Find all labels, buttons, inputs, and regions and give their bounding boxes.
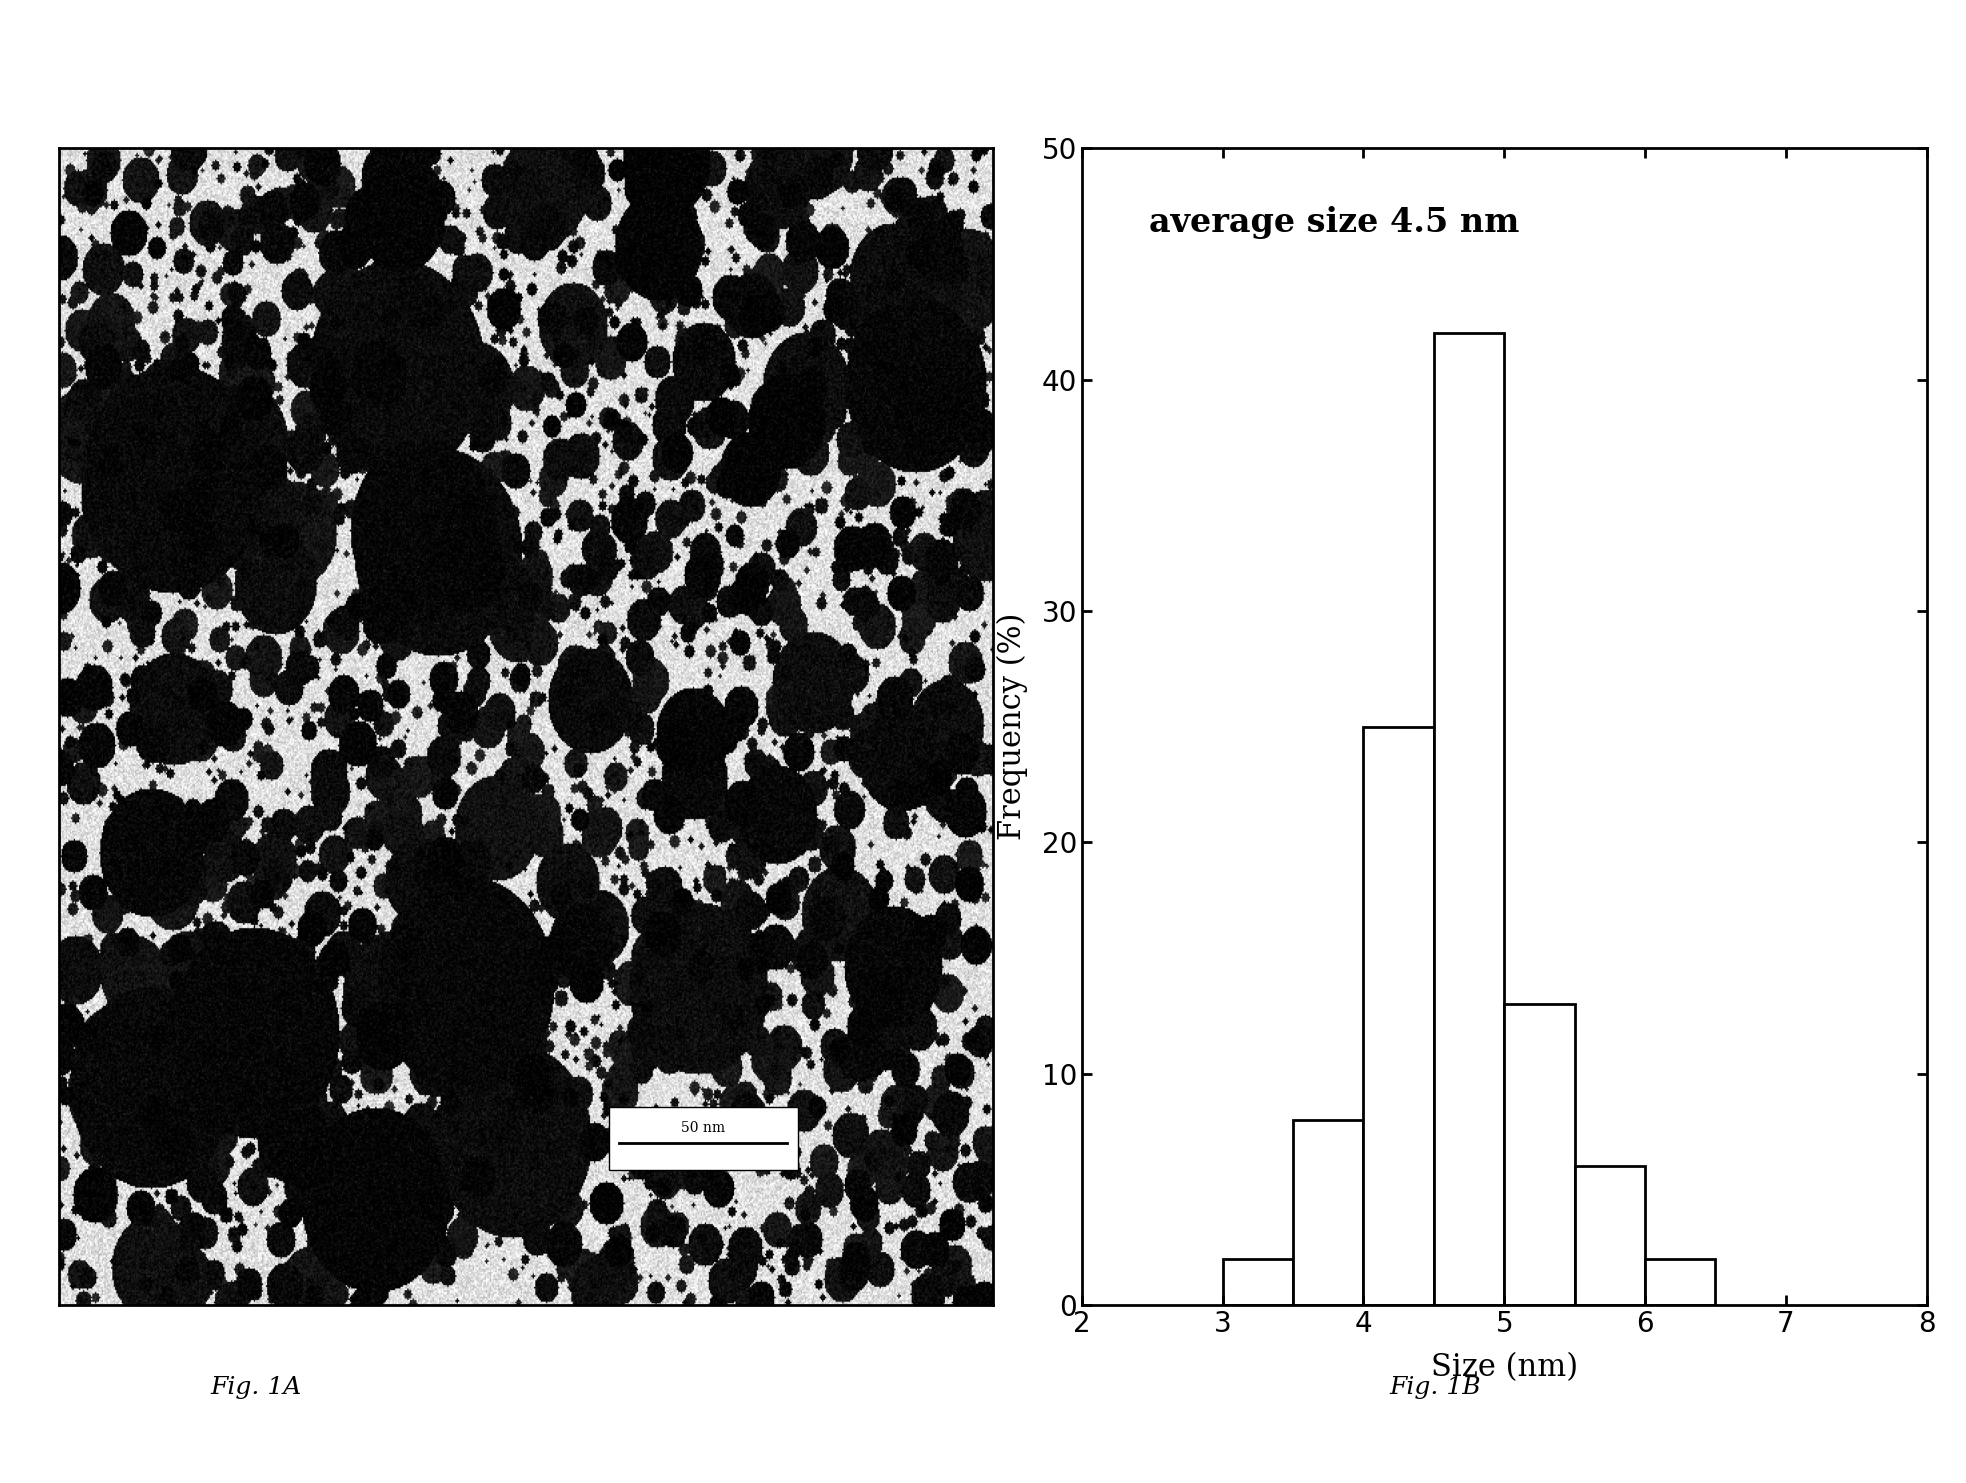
Y-axis label: Frequency (%): Frequency (%) xyxy=(997,612,1028,841)
Bar xyxy=(1575,1166,1646,1305)
Bar xyxy=(609,1106,798,1170)
Bar xyxy=(1646,1259,1716,1305)
Bar xyxy=(1433,334,1504,1305)
Bar xyxy=(1362,727,1433,1305)
Text: average size 4.5 nm: average size 4.5 nm xyxy=(1150,206,1520,239)
Text: Fig. 1A: Fig. 1A xyxy=(210,1376,301,1398)
Bar xyxy=(1504,1004,1575,1305)
Bar xyxy=(1294,1120,1362,1305)
X-axis label: Size (nm): Size (nm) xyxy=(1431,1352,1579,1382)
Bar xyxy=(1223,1259,1294,1305)
Text: Fig. 1B: Fig. 1B xyxy=(1390,1376,1480,1398)
Text: 50 nm: 50 nm xyxy=(682,1121,725,1134)
